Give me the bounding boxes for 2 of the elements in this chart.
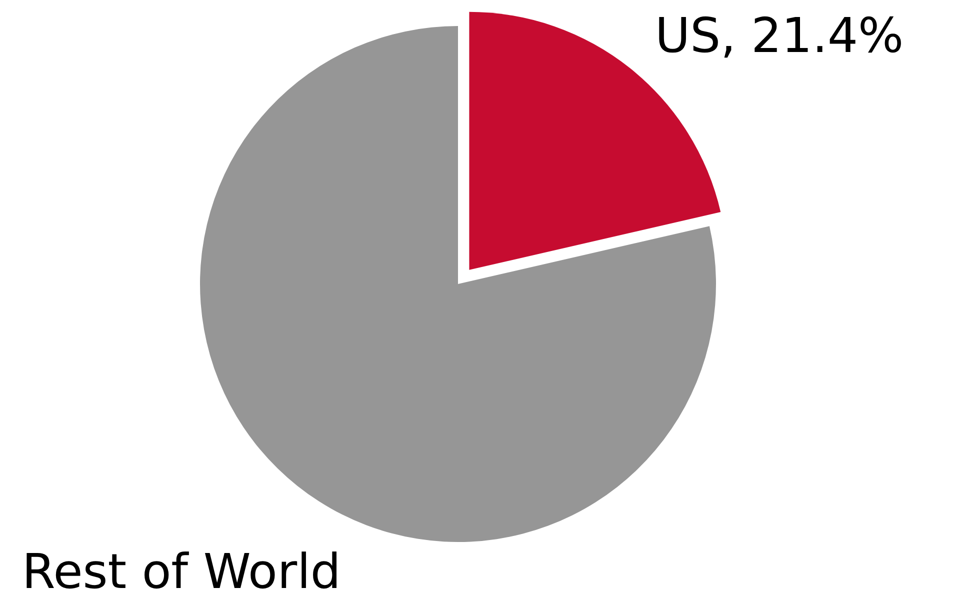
slice-label: US, 21.4% [655,8,904,64]
slice-label: Rest of World [22,544,341,593]
